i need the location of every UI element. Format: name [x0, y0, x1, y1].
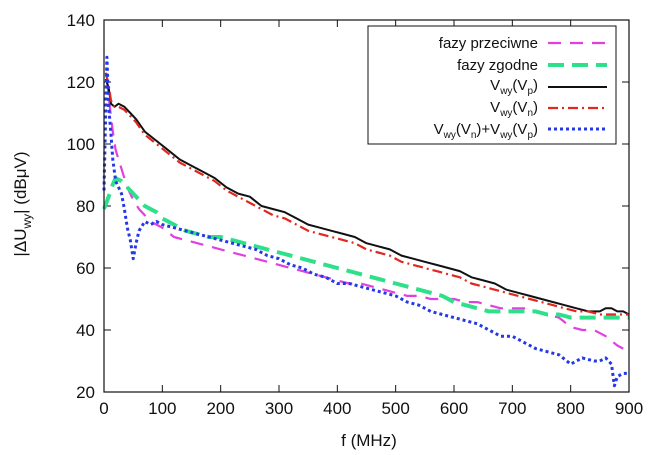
x-tick-label: 900 — [615, 399, 643, 418]
legend-label-vwy-vn: Vwy(Vn) — [490, 99, 538, 119]
axis-ticks: 0 100 200 300 400 500 600 700 800 900 20 40 60 80 100 1… — [67, 11, 644, 418]
x-tick-label: 500 — [381, 399, 409, 418]
y-tick-label: 40 — [76, 321, 95, 340]
x-tick-label: 700 — [498, 399, 526, 418]
x-tick-label: 300 — [265, 399, 293, 418]
y-tick-label: 60 — [76, 259, 95, 278]
legend-label-vwy-vp: Vwy(Vp) — [490, 77, 538, 97]
x-tick-label: 200 — [206, 399, 234, 418]
x-tick-label: 600 — [440, 399, 468, 418]
x-tick-label: 100 — [148, 399, 176, 418]
y-tick-label: 140 — [67, 11, 95, 30]
y-axis-label: |ΔUwy| (dBμV) — [11, 151, 34, 256]
series-vwy-vn-line — [104, 72, 629, 316]
x-axis-label: f (MHz) — [341, 431, 397, 450]
y-tick-label: 120 — [67, 73, 95, 92]
series-fazy-zgodne-line — [102, 176, 629, 320]
y-tick-label: 80 — [76, 197, 95, 216]
legend: fazy przeciwne fazy zgodne Vwy(Vp) Vwy(V… — [367, 25, 617, 145]
legend-label-fazy-przeciwne: fazy przeciwne — [439, 35, 538, 52]
series-vwy-vp-line — [104, 78, 630, 316]
x-tick-label: 800 — [556, 399, 584, 418]
y-tick-label: 100 — [67, 135, 95, 154]
legend-label-sum: Vwy(Vn)+Vwy(Vp) — [434, 121, 538, 141]
y-tick-label: 20 — [76, 383, 95, 402]
legend-box — [367, 25, 617, 145]
x-tick-label: 0 — [99, 399, 108, 418]
series-lines — [102, 55, 630, 388]
legend-label-fazy-zgodne: fazy zgodne — [457, 57, 538, 74]
plot-frame — [103, 19, 630, 393]
x-tick-label: 400 — [323, 399, 351, 418]
